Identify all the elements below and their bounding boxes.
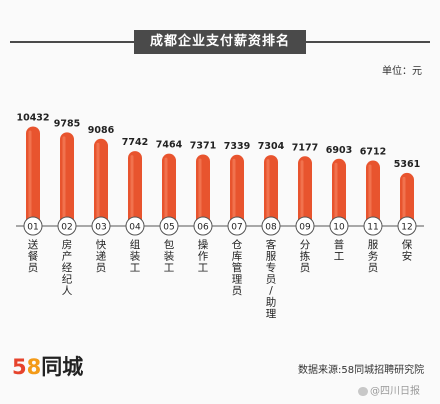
bar-1 (26, 126, 40, 226)
value-label-10: 6903 (326, 145, 352, 156)
rank-label-8: 08 (265, 223, 277, 233)
bar-group-6: 7371 06 操作工 (190, 140, 216, 274)
bar-group-3: 9086 03 快递员 (88, 125, 115, 274)
bar-3 (94, 138, 108, 226)
title-rule-right (306, 41, 430, 43)
rank-label-12: 12 (401, 223, 412, 233)
rank-label-6: 06 (197, 223, 209, 233)
category-label-6: 操作工 (198, 238, 209, 274)
rank-label-1: 01 (27, 223, 38, 233)
category-label-5: 包装工 (164, 238, 175, 274)
category-label-1: 送餐员 (28, 238, 39, 274)
rank-circle-8 (261, 216, 281, 236)
category-label-4: 组装工 (130, 238, 141, 274)
bar-group-2: 9785 02 房产经纪人 (54, 118, 80, 297)
rank-circle-9 (295, 216, 315, 236)
value-label-5: 7464 (156, 140, 183, 151)
bar-highlight-11 (368, 164, 372, 220)
bar-6 (196, 154, 210, 226)
bar-highlight-2 (62, 136, 66, 220)
category-label-8: 客服专员/助理 (266, 238, 277, 320)
watermark-text: @四川日报 (370, 386, 420, 397)
rank-label-4: 04 (129, 223, 141, 233)
title-banner: 成都企业支付薪资排名 (0, 30, 440, 54)
category-label-9: 分拣员 (300, 239, 311, 274)
rank-label-7: 07 (231, 223, 242, 233)
bar-highlight-7 (232, 158, 236, 220)
bar-group-7: 7339 07 仓库管理员 (224, 141, 250, 297)
rank-circle-4 (125, 216, 145, 236)
bar-highlight-6 (198, 158, 202, 220)
bar-11 (366, 160, 380, 226)
bar-7 (230, 154, 244, 226)
chart-title: 成都企业支付薪资排名 (134, 30, 306, 54)
rank-circle-6 (193, 216, 213, 236)
bar-2 (60, 132, 74, 226)
bar-group-4: 7742 04 组装工 (122, 137, 148, 274)
bar-chart: 1043201送餐员978502房产经纪人908603快递员774204组装工7… (16, 112, 424, 320)
watermark: @四川日报 (358, 382, 420, 397)
category-label-2: 房产经纪人 (62, 238, 73, 297)
bar-4 (128, 151, 142, 226)
value-label-12: 5361 (394, 159, 420, 170)
bar-group-12: 5361 12 保安 (394, 159, 420, 263)
value-label-2: 9785 (54, 118, 80, 129)
value-label-8: 7304 (258, 141, 285, 152)
category-label-12: 保安 (402, 238, 413, 263)
bar-highlight-3 (96, 142, 100, 220)
bar-group-9: 7177 09 分拣员 (292, 142, 318, 274)
bar-group-5: 7464 05 包装工 (156, 140, 183, 274)
data-source: 数据来源:58同城招聘研究院 (298, 365, 425, 376)
bar-group-11: 6712 11 服务员 (360, 147, 386, 274)
logo-digit-5: 5 (12, 355, 27, 379)
value-label-4: 7742 (122, 137, 148, 148)
value-label-1: 10432 (16, 112, 49, 123)
rank-circle-7 (227, 216, 247, 236)
bar-group-8: 7304 08 客服专员/助理 (258, 141, 285, 320)
bar-8 (264, 155, 278, 226)
category-label-3: 快递员 (96, 239, 107, 274)
rank-circle-2 (57, 216, 77, 236)
weibo-icon (358, 386, 368, 396)
bar-9 (298, 156, 312, 226)
value-label-7: 7339 (224, 141, 250, 152)
rank-circle-1 (23, 216, 43, 236)
category-label-10: 普工 (334, 238, 345, 263)
rank-label-10: 10 (333, 223, 345, 233)
bar-group-10: 6903 10 普工 (326, 145, 352, 263)
rank-circle-5 (159, 216, 179, 236)
rank-label-2: 02 (61, 223, 72, 233)
rank-circle-11 (363, 216, 383, 236)
value-label-9: 7177 (292, 142, 318, 153)
rank-circle-3 (91, 216, 111, 236)
value-label-6: 7371 (190, 140, 216, 151)
rank-label-9: 09 (299, 223, 311, 233)
title-rule-left (10, 41, 134, 43)
bar-highlight-4 (130, 155, 134, 220)
rank-circle-12 (397, 216, 417, 236)
bar-highlight-9 (300, 160, 304, 220)
logo-text: 同城 (41, 355, 84, 379)
bar-group-1: 10432 01 送餐员 (16, 112, 49, 274)
category-label-7: 仓库管理员 (232, 238, 243, 297)
bar-10 (332, 158, 346, 226)
rank-circle-10 (329, 216, 349, 236)
bar-highlight-10 (334, 162, 338, 220)
unit-label: 单位：元 (382, 66, 422, 77)
category-label-11: 服务员 (368, 239, 379, 274)
bar-highlight-12 (402, 176, 406, 220)
bar-highlight-8 (266, 159, 270, 220)
value-label-11: 6712 (360, 147, 386, 158)
bar-5 (162, 153, 176, 226)
rank-label-5: 05 (163, 223, 174, 233)
logo-digit-8: 8 (26, 355, 42, 379)
bar-highlight-1 (28, 130, 32, 220)
rank-label-3: 03 (95, 223, 106, 233)
brand-logo: 58同城 (12, 351, 83, 381)
rank-label-11: 11 (367, 223, 378, 233)
value-label-3: 9086 (88, 125, 115, 136)
bar-highlight-5 (164, 157, 168, 220)
